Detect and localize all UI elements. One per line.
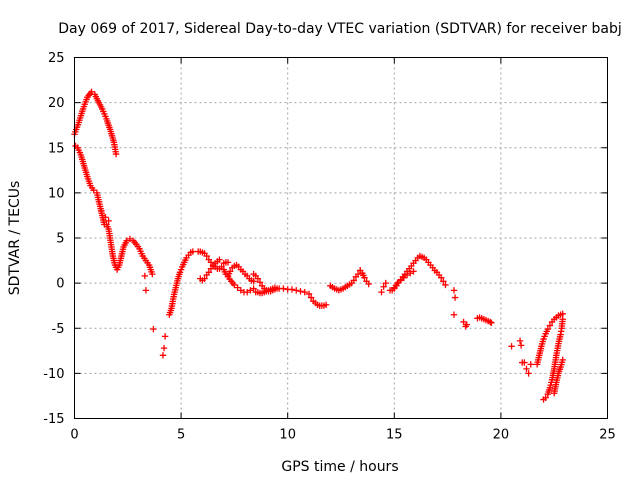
data-point	[559, 316, 566, 323]
data-point	[301, 288, 308, 296]
data-point	[102, 214, 109, 221]
data-point	[201, 275, 208, 282]
data-point	[322, 301, 330, 308]
data-point	[250, 278, 257, 285]
y-tick-label: 20	[48, 96, 65, 111]
data-point	[250, 285, 257, 292]
data-point	[254, 275, 262, 282]
x-tick-label: 10	[279, 428, 296, 443]
x-tick-label: 15	[386, 428, 403, 443]
y-axis-title: SDTVAR / TECUs	[7, 181, 23, 296]
data-point	[142, 287, 150, 294]
data-point	[378, 288, 385, 296]
data-point	[525, 370, 532, 377]
data-point	[280, 285, 287, 292]
data-point	[159, 352, 167, 359]
data-point	[205, 269, 213, 276]
x-tick-label: 20	[493, 428, 510, 443]
data-point	[559, 356, 566, 364]
data-point	[442, 281, 449, 289]
y-tick-label: 10	[48, 186, 65, 201]
y-tick-label: 25	[48, 51, 65, 66]
data-point	[350, 277, 357, 284]
data-point	[224, 259, 232, 266]
data-point	[410, 268, 417, 275]
data-point	[542, 394, 549, 401]
data-point	[487, 318, 494, 326]
data-point	[440, 278, 447, 285]
data-point	[95, 198, 103, 206]
y-tick-label: 0	[56, 277, 64, 292]
data-point	[488, 319, 495, 327]
x-tick-label: 0	[70, 428, 78, 443]
data-point	[361, 274, 368, 281]
data-point	[451, 294, 459, 301]
data-point	[141, 272, 149, 280]
x-axis-title: GPS time / hours	[281, 459, 398, 475]
data-point	[97, 207, 105, 215]
x-tick-label: 25	[599, 428, 616, 443]
data-points	[71, 88, 566, 403]
data-point	[150, 325, 157, 333]
data-point	[297, 288, 304, 295]
data-point	[521, 359, 528, 366]
data-point	[380, 283, 387, 290]
data-point	[305, 290, 313, 298]
data-point	[271, 284, 279, 291]
data-point	[226, 268, 234, 275]
y-tick-label: -15	[43, 412, 64, 427]
data-point	[450, 287, 458, 294]
data-point	[382, 279, 389, 287]
data-point	[508, 343, 515, 350]
data-point	[354, 270, 362, 278]
y-tick-label: 15	[48, 141, 65, 156]
plot-frame	[74, 57, 608, 419]
data-point	[307, 294, 315, 301]
data-point	[523, 365, 530, 373]
data-point	[112, 150, 120, 158]
data-point	[203, 252, 210, 260]
x-tick-label: 5	[177, 428, 185, 443]
data-point	[559, 310, 566, 318]
data-point	[365, 280, 372, 288]
data-point	[546, 322, 554, 329]
axes: 0 5 10 15 20 25 -15 -10 -5 0 5 10 15 20 25	[43, 51, 616, 443]
y-tick-label: -10	[43, 367, 64, 382]
data-point	[160, 344, 168, 352]
data-point	[256, 279, 264, 286]
data-point	[544, 325, 552, 333]
data-point	[527, 361, 534, 368]
grid	[74, 57, 608, 419]
data-point	[161, 333, 169, 340]
data-point	[288, 286, 296, 293]
data-point	[463, 321, 470, 328]
data-point	[149, 270, 156, 278]
data-point	[105, 217, 112, 225]
y-tick-label: -5	[52, 322, 65, 337]
data-point	[293, 287, 300, 294]
data-point	[450, 311, 458, 318]
data-point	[438, 274, 445, 281]
data-point	[516, 337, 524, 345]
data-point	[216, 256, 223, 263]
chart-title: Day 069 of 2017, Sidereal Day-to-day VTE…	[58, 21, 621, 37]
data-point	[517, 342, 525, 349]
y-tick-label: 5	[56, 232, 64, 247]
